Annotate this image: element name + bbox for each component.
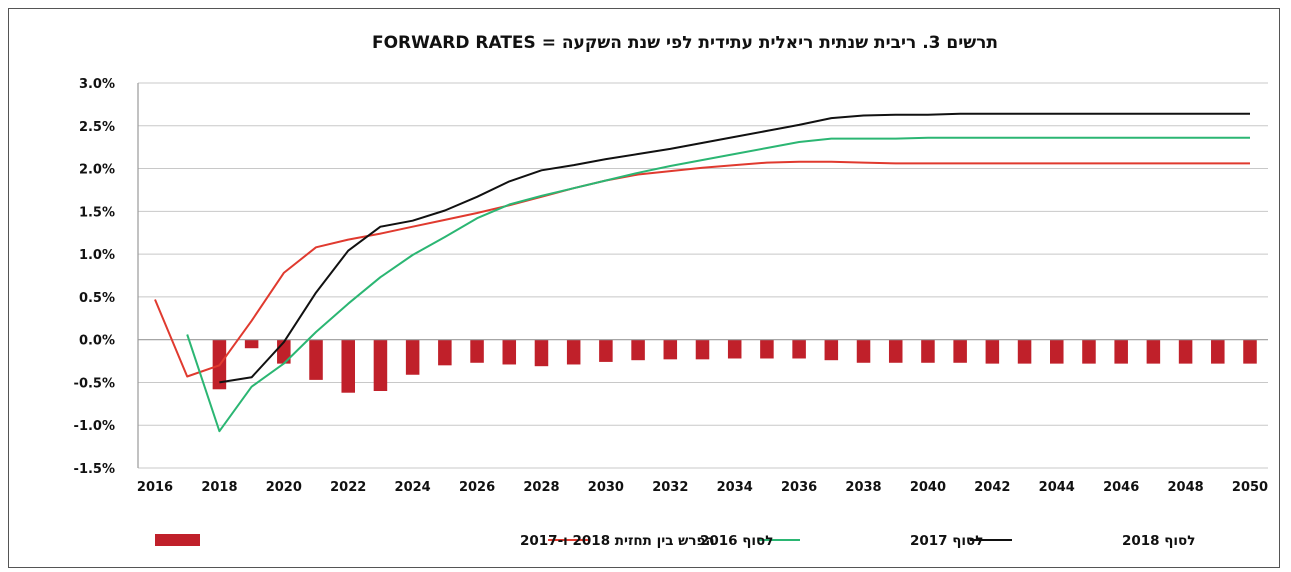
x-tick-label: 2016 bbox=[137, 480, 173, 495]
x-tick-label: 2040 bbox=[910, 480, 946, 495]
difference-bar bbox=[921, 339, 935, 363]
chart-title: תרשים 3. ריבית שנתית ריאלית עתידית לפי ש… bbox=[372, 33, 998, 53]
difference-bar bbox=[1050, 339, 1064, 364]
y-tick-label: -1.0% bbox=[74, 419, 115, 434]
x-tick-label: 2024 bbox=[395, 480, 431, 495]
difference-bar bbox=[534, 339, 549, 367]
series-line-1 bbox=[186, 136, 1250, 433]
difference-bar bbox=[1178, 339, 1193, 364]
difference-bar bbox=[760, 339, 774, 359]
x-tick-label: 2018 bbox=[201, 480, 237, 495]
difference-bar bbox=[631, 339, 645, 361]
difference-bar bbox=[824, 339, 839, 361]
difference-bar bbox=[695, 339, 710, 360]
difference-bar bbox=[1146, 339, 1161, 364]
difference-bar bbox=[244, 339, 259, 349]
difference-bar bbox=[792, 339, 806, 359]
difference-bar bbox=[373, 339, 388, 391]
difference-bar bbox=[1243, 339, 1257, 364]
difference-bar bbox=[888, 339, 903, 363]
difference-bar bbox=[309, 339, 323, 380]
x-tick-label: 2036 bbox=[781, 480, 817, 495]
difference-bar bbox=[599, 339, 613, 362]
y-tick-label: 2.0% bbox=[79, 163, 115, 178]
difference-bars bbox=[212, 339, 1257, 393]
y-tick-label: -1.5% bbox=[74, 462, 115, 477]
difference-bar bbox=[727, 339, 742, 359]
y-tick-labels: -1.5% -1.0% -0.5% 0.0% 0.5% 1.0% 1.5% 2.0% 2.5% 3… bbox=[74, 77, 115, 477]
x-tick-label: 2044 bbox=[1039, 480, 1075, 495]
series-line-2 bbox=[219, 112, 1250, 384]
y-tick-label: 3.0% bbox=[79, 77, 115, 92]
difference-bar bbox=[1082, 339, 1096, 364]
gridlines bbox=[138, 82, 1268, 469]
x-tick-label: 2034 bbox=[717, 480, 753, 495]
difference-bar bbox=[985, 339, 1000, 364]
y-tick-label: 1.5% bbox=[79, 205, 115, 220]
x-tick-label: 2042 bbox=[974, 480, 1010, 495]
legend-label: לסוף 2016 bbox=[700, 533, 773, 549]
x-tick-label: 2028 bbox=[523, 480, 559, 495]
y-tick-label: 1.0% bbox=[79, 248, 115, 263]
difference-bar bbox=[1017, 339, 1032, 364]
difference-bar bbox=[438, 339, 452, 366]
difference-bar bbox=[953, 339, 967, 363]
legend-swatch-bar bbox=[155, 534, 200, 546]
x-tick-label: 2046 bbox=[1103, 480, 1139, 495]
difference-bar bbox=[1211, 339, 1225, 364]
difference-bar bbox=[470, 339, 484, 363]
difference-bar bbox=[856, 339, 871, 363]
axes bbox=[137, 83, 1268, 468]
x-tick-label: 2050 bbox=[1232, 480, 1268, 495]
legend-label: הפרש בין תחזית 2018 ו-2017 bbox=[520, 533, 715, 549]
y-tick-label: -0.5% bbox=[74, 376, 115, 391]
legend-label: לסוף 2017 bbox=[910, 533, 983, 549]
x-tick-label: 2030 bbox=[588, 480, 624, 495]
difference-bar bbox=[1114, 339, 1128, 364]
difference-bar bbox=[663, 339, 678, 360]
x-tick-label: 2038 bbox=[845, 480, 881, 495]
legend-label: לסוף 2018 bbox=[1122, 533, 1195, 549]
difference-bar bbox=[502, 339, 517, 365]
difference-bar bbox=[405, 339, 420, 375]
x-tick-labels: 2016 2018 2020 2022 2024 2026 2028 2030 2032 2034… bbox=[137, 480, 1268, 495]
x-tick-label: 2020 bbox=[266, 480, 302, 495]
difference-bar bbox=[566, 339, 581, 365]
x-tick-label: 2048 bbox=[1167, 480, 1203, 495]
y-tick-label: 0.0% bbox=[79, 334, 115, 349]
chart-frame bbox=[8, 8, 1280, 568]
x-tick-label: 2022 bbox=[330, 480, 366, 495]
difference-bar bbox=[341, 339, 355, 393]
series-lines bbox=[154, 112, 1250, 433]
x-tick-label: 2026 bbox=[459, 480, 495, 495]
y-tick-label: 0.5% bbox=[79, 291, 115, 306]
y-tick-label: 2.5% bbox=[79, 120, 115, 135]
x-tick-label: 2032 bbox=[652, 480, 688, 495]
